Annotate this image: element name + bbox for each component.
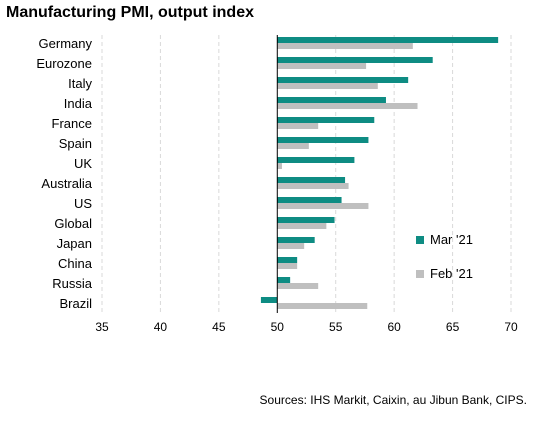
bar-feb-global xyxy=(277,223,327,229)
legend-swatch xyxy=(416,236,424,244)
x-tick-label: 40 xyxy=(154,320,168,334)
bar-feb-us xyxy=(277,203,369,209)
bar-feb-japan xyxy=(277,243,305,249)
bar-mar-spain xyxy=(277,137,369,143)
category-label: India xyxy=(64,96,93,111)
bar-mar-eurozone xyxy=(277,57,433,63)
bar-mar-japan xyxy=(277,237,315,243)
x-tick-label: 45 xyxy=(212,320,226,334)
category-label: Eurozone xyxy=(36,56,92,71)
x-tick-label: 55 xyxy=(329,320,343,334)
bar-mar-russia xyxy=(277,277,291,283)
bar-feb-china xyxy=(277,263,298,269)
category-label: Russia xyxy=(52,276,93,291)
bar-feb-italy xyxy=(277,83,378,89)
x-axis-ticks: 35 40 45 50 55 60 65 70 xyxy=(95,320,518,334)
bar-feb-france xyxy=(277,123,319,129)
bar-mar-australia xyxy=(277,177,346,183)
bar-feb-russia xyxy=(277,283,319,289)
category-label: UK xyxy=(74,156,92,171)
x-tick-label: 65 xyxy=(446,320,460,334)
x-tick-label: 60 xyxy=(387,320,401,334)
bar-mar-italy xyxy=(277,77,409,83)
bar-mar-france xyxy=(277,117,375,123)
bar-mar-global xyxy=(277,217,335,223)
category-label: Japan xyxy=(57,236,92,251)
legend-swatch xyxy=(416,270,424,278)
bar-feb-brazil xyxy=(277,303,368,309)
category-label: Australia xyxy=(41,176,92,191)
category-label: Italy xyxy=(68,76,92,91)
x-tick-label: 50 xyxy=(271,320,285,334)
bar-feb-germany xyxy=(277,43,413,49)
category-label: China xyxy=(58,256,93,271)
bar-mar-germany xyxy=(277,37,499,43)
bar-mar-brazil xyxy=(260,297,278,303)
bar-mar-china xyxy=(277,257,298,263)
bar-mar-us xyxy=(277,197,342,203)
legend-label: Feb '21 xyxy=(430,266,473,281)
legend: Mar '21 Feb '21 xyxy=(416,232,473,281)
bar-mar-uk xyxy=(277,157,355,163)
source-note: Sources: IHS Markit, Caixin, au Jibun Ba… xyxy=(259,393,527,407)
bar-mar-india xyxy=(277,97,386,103)
bar-feb-india xyxy=(277,103,418,109)
bar-feb-eurozone xyxy=(277,63,367,69)
x-tick-label: 35 xyxy=(95,320,109,334)
bar-feb-australia xyxy=(277,183,349,189)
category-label: Brazil xyxy=(59,296,92,311)
gridlines xyxy=(101,35,512,313)
bars xyxy=(260,37,499,309)
chart-title: Manufacturing PMI, output index xyxy=(6,4,254,21)
category-label: Spain xyxy=(59,136,92,151)
category-label: Germany xyxy=(39,36,93,51)
category-labels: Germany Eurozone Italy India France Spain UK Au… xyxy=(36,36,92,311)
category-label: France xyxy=(52,116,92,131)
category-label: Global xyxy=(54,216,92,231)
category-label: US xyxy=(74,196,92,211)
bar-feb-spain xyxy=(277,143,309,149)
bar-feb-uk xyxy=(277,163,282,169)
legend-label: Mar '21 xyxy=(430,232,473,247)
x-tick-label: 70 xyxy=(504,320,518,334)
